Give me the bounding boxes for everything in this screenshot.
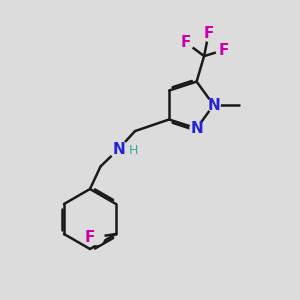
Text: F: F [203, 26, 214, 41]
Text: H: H [129, 144, 138, 157]
Circle shape [110, 140, 128, 158]
Text: F: F [181, 35, 191, 50]
Circle shape [190, 122, 203, 135]
Text: F: F [85, 230, 95, 244]
Circle shape [89, 230, 104, 244]
Circle shape [207, 98, 220, 112]
Circle shape [178, 35, 194, 50]
Text: F: F [218, 43, 229, 58]
Text: N: N [207, 98, 220, 112]
Text: N: N [112, 142, 125, 157]
Text: N: N [190, 121, 203, 136]
Circle shape [201, 26, 216, 41]
Circle shape [216, 43, 231, 58]
